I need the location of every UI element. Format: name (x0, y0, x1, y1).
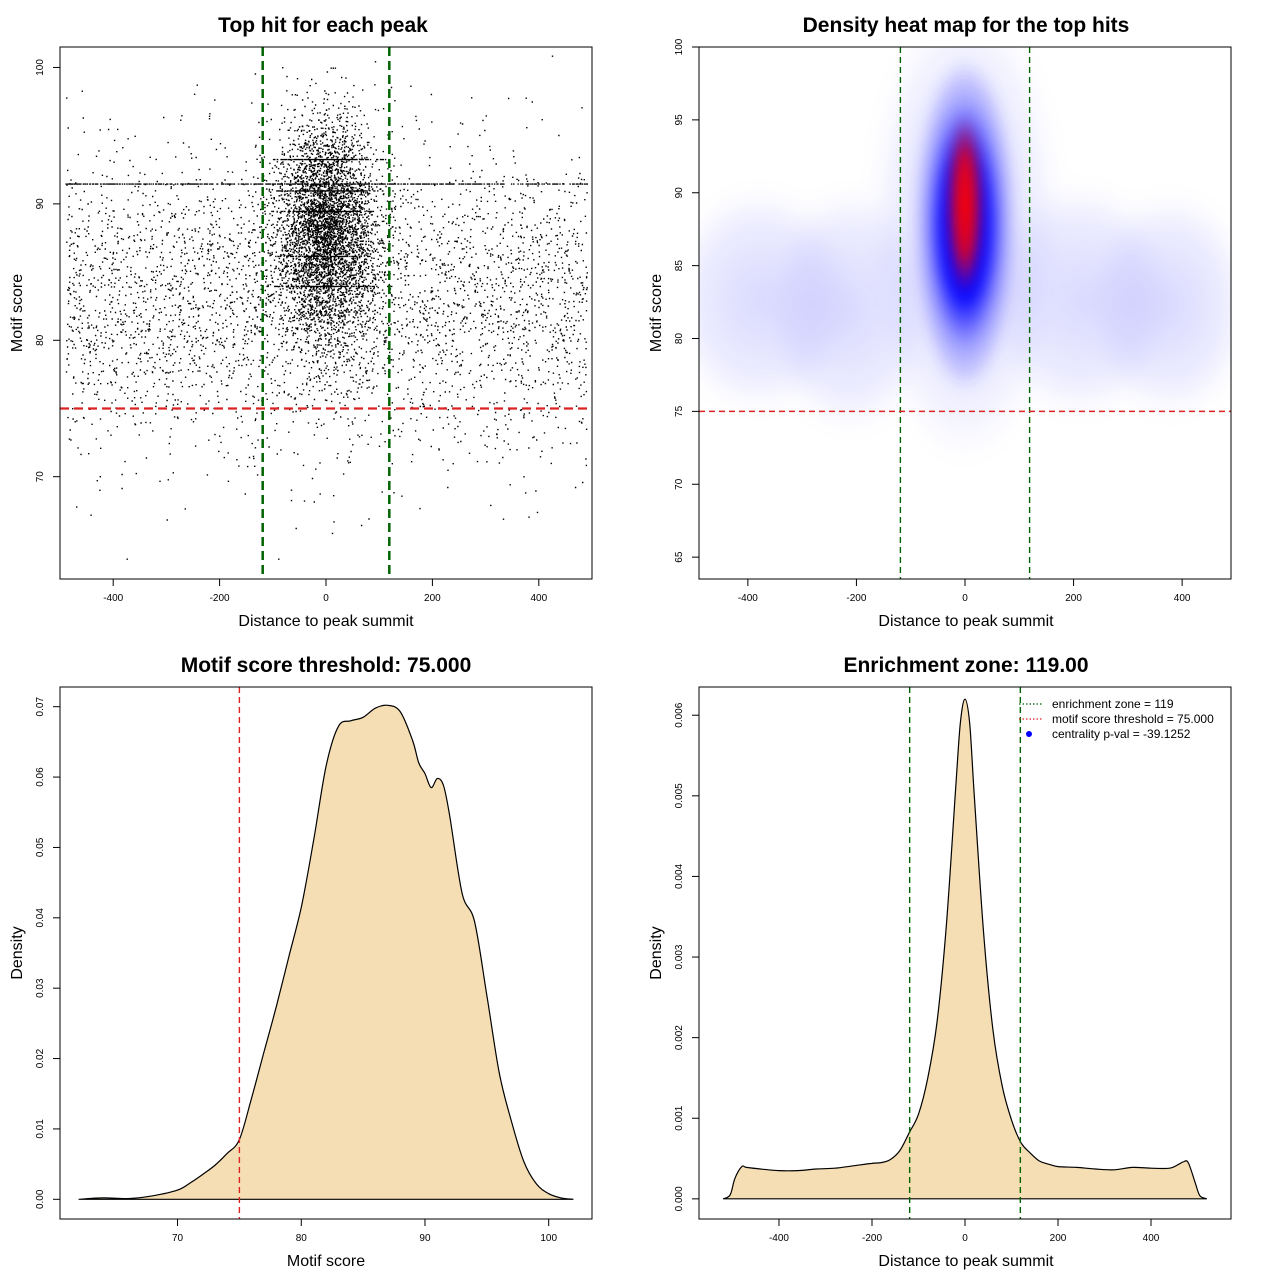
y-tick-label: 95 (674, 114, 685, 126)
distance-zone-lines (908, 687, 1022, 1219)
scatter-title: Top hit for each peak (218, 14, 428, 37)
y-tick-label: 70 (674, 478, 685, 490)
y-tick-label: 0.01 (35, 1119, 46, 1139)
x-tick-label: -200 (210, 593, 230, 604)
scatter-reference-lines (60, 47, 592, 579)
x-tick-label: 90 (419, 1233, 431, 1244)
x-tick-label: -400 (738, 593, 758, 604)
x-tick-label: 80 (296, 1233, 308, 1244)
y-tick-label: 90 (674, 187, 685, 199)
scatter-x-label: Distance to peak summit (238, 613, 414, 630)
heatmap-x-axis: -400 -200 0 200 400 (738, 579, 1191, 604)
x-tick-label: 100 (540, 1233, 557, 1244)
x-tick-label: 200 (1050, 1233, 1067, 1244)
x-tick-label: 400 (530, 593, 547, 604)
y-tick-label: 0.03 (35, 978, 46, 998)
x-tick-label: -400 (769, 1233, 789, 1244)
legend: enrichment zone = 119 motif score thresh… (1019, 697, 1214, 741)
heatmap-reference-lines (699, 47, 1231, 579)
legend-zone-label: enrichment zone = 119 (1052, 697, 1174, 711)
y-tick-label: 0.00 (35, 1189, 46, 1209)
legend-threshold-label: motif score threshold = 75.000 (1052, 712, 1214, 726)
x-tick-label: -200 (862, 1233, 882, 1244)
y-tick-label: 0.002 (674, 1025, 685, 1050)
scatter-x-axis: -400 -200 0 200 400 (103, 579, 548, 604)
score-density-title: Motif score threshold: 75.000 (181, 654, 472, 677)
score-density-x-label: Motif score (287, 1253, 365, 1270)
heatmap-title: Density heat map for the top hits (803, 14, 1130, 37)
y-tick-label: 85 (674, 260, 685, 272)
distance-density-y-label: Density (648, 926, 665, 979)
scatter-y-axis: 70 80 90 100 (35, 59, 60, 483)
y-tick-label: 80 (674, 333, 685, 345)
legend-pval-swatch (1026, 731, 1032, 737)
score-density-y-label: Density (9, 926, 26, 979)
x-tick-label: 70 (172, 1233, 184, 1244)
distance-density-panel: Enrichment zone: 119.00 -400 -200 0 200 400 … (648, 654, 1232, 1270)
x-tick-label: -400 (103, 593, 123, 604)
y-tick-label: 0.001 (674, 1105, 685, 1130)
x-tick-label: 200 (1065, 593, 1082, 604)
scatter-points (65, 55, 588, 560)
y-tick-label: 70 (35, 471, 46, 483)
y-tick-label: 0.006 (674, 702, 685, 727)
y-tick-label: 0.06 (35, 767, 46, 787)
distance-density-x-label: Distance to peak summit (878, 1253, 1054, 1270)
score-density-x-axis: 70 80 90 100 (172, 1219, 557, 1244)
heatmap-y-axis: 65 70 75 80 85 90 95 100 (674, 38, 699, 563)
distance-density-area (722, 698, 1208, 1200)
y-tick-label: 75 (674, 405, 685, 417)
score-density-area (78, 704, 574, 1200)
scatter-y-label: Motif score (9, 274, 26, 352)
distance-density-x-axis: -400 -200 0 200 400 (769, 1219, 1160, 1244)
heatmap-y-label: Motif score (648, 274, 665, 352)
y-tick-label: 0.07 (35, 697, 46, 717)
scatter-panel: Top hit for each peak -400 -200 0 200 400 70… (9, 14, 593, 630)
x-tick-label: 0 (962, 1233, 968, 1244)
distance-density-title: Enrichment zone: 119.00 (843, 654, 1088, 677)
y-tick-label: 0.004 (674, 863, 685, 888)
x-tick-label: -200 (846, 593, 866, 604)
y-tick-label: 65 (674, 551, 685, 563)
x-tick-label: 200 (424, 593, 441, 604)
y-tick-label: 0.04 (35, 908, 46, 928)
y-tick-label: 100 (674, 38, 685, 55)
score-density-panel: Motif score threshold: 75.000 70 80 90 100 … (9, 654, 593, 1270)
distance-density-y-axis: 0.000 0.001 0.002 0.003 0.004 0.005 0.006 (674, 702, 699, 1211)
y-tick-label: 0.02 (35, 1048, 46, 1068)
legend-pval-label: centrality p-val = -39.1252 (1052, 727, 1191, 741)
score-density-y-axis: 0.00 0.01 0.02 0.03 0.04 0.05 0.06 0.07 (35, 697, 60, 1209)
y-tick-label: 0.003 (674, 944, 685, 969)
x-tick-label: 400 (1143, 1233, 1160, 1244)
x-tick-label: 400 (1174, 593, 1191, 604)
x-tick-label: 0 (962, 593, 968, 604)
y-tick-label: 100 (35, 59, 46, 76)
heatmap-density (699, 47, 1231, 579)
y-tick-label: 0.005 (674, 783, 685, 808)
y-tick-label: 0.000 (674, 1186, 685, 1211)
scatter-point-cloud (65, 55, 588, 560)
score-density-plot-frame (59, 686, 593, 1220)
y-tick-label: 80 (35, 334, 46, 346)
y-tick-label: 0.05 (35, 837, 46, 857)
y-tick-label: 90 (35, 198, 46, 210)
heatmap-panel: Density heat map for the top hits -400 -2… (648, 14, 1232, 630)
x-tick-label: 0 (323, 593, 329, 604)
heatmap-x-label: Distance to peak summit (878, 613, 1054, 630)
